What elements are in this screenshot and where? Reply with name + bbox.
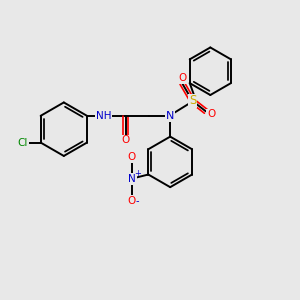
Text: Cl: Cl	[18, 138, 28, 148]
Text: O: O	[178, 73, 186, 83]
Text: NH: NH	[96, 111, 111, 121]
Text: +: +	[134, 169, 141, 178]
Text: O: O	[128, 152, 136, 162]
Text: O: O	[207, 109, 215, 119]
Text: N: N	[128, 174, 136, 184]
Text: O: O	[122, 136, 130, 146]
Text: S: S	[189, 94, 196, 107]
Text: O: O	[128, 196, 136, 206]
Text: -: -	[136, 196, 139, 206]
Text: N: N	[166, 111, 174, 121]
